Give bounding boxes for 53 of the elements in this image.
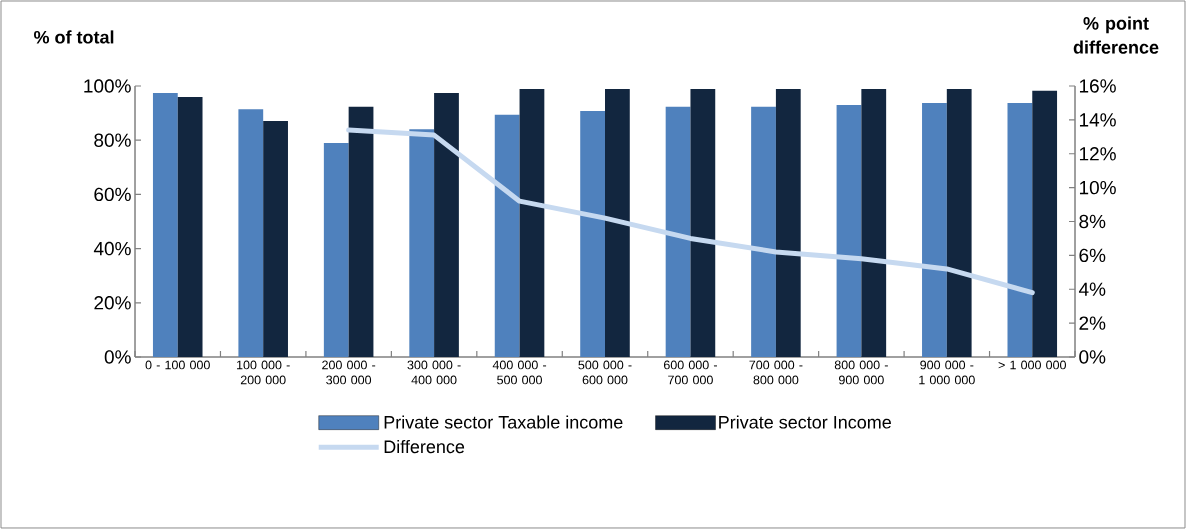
bar [152, 93, 178, 357]
legend-label: Private sector Taxable income [384, 415, 623, 429]
y2-tick-label: 0% [1079, 350, 1106, 364]
bar [751, 106, 776, 357]
bar [263, 120, 288, 357]
bar [861, 88, 887, 357]
y2-tick-label: 10% [1079, 180, 1116, 195]
bar [177, 97, 203, 357]
x-tick-label: 100 000 - 200 000 [237, 360, 290, 385]
y2-tick-label: 8% [1079, 214, 1106, 229]
y-tick-label: 0% [104, 350, 131, 364]
legend-label: Private sector Income [719, 415, 891, 429]
x-tick-label: 600 000 - 700 000 [663, 360, 717, 385]
bar [434, 93, 459, 357]
y-axis-title: % of total [34, 30, 114, 44]
bar [946, 88, 972, 357]
x-tick-label: 700 000 - 800 000 [749, 360, 803, 385]
y-tick-label: 100% [84, 79, 131, 93]
x-tick-label: 200 000 - 300 000 [322, 360, 376, 385]
x-tick-label: 400 000 - 500 000 [492, 360, 547, 385]
bar [665, 106, 691, 357]
bar [348, 106, 374, 357]
legend-label: Difference [384, 439, 465, 454]
y2-axis-title: % point difference [1073, 16, 1159, 54]
x-tick-label: 500 000 - 600 000 [578, 360, 632, 385]
bar [922, 103, 947, 357]
bar [519, 88, 545, 357]
y-tick-label: 80% [94, 133, 131, 147]
x-tick-label: 300 000 - 400 000 [407, 360, 461, 385]
y-tick-label: 60% [94, 187, 131, 202]
bar [690, 88, 716, 357]
y2-tick-label: 12% [1079, 147, 1116, 161]
bar [323, 142, 349, 357]
y2-tick-label: 4% [1078, 282, 1106, 296]
y2-tick-label: 16% [1079, 79, 1116, 93]
bar [1007, 103, 1033, 357]
x-tick-label: > 1 000 000 [998, 360, 1066, 370]
bar [1032, 90, 1058, 357]
x-tick-label: 900 000 - 1 000 000 [919, 360, 975, 385]
bar [409, 129, 435, 357]
bar [238, 109, 264, 357]
y-tick-label: 20% [94, 296, 131, 310]
bar [836, 104, 862, 357]
y2-tick-label: 2% [1079, 316, 1106, 330]
y2-tick-label: 6% [1079, 248, 1106, 263]
bar [605, 88, 630, 357]
x-tick-label: 800 000 - 900 000 [834, 360, 888, 385]
y-tick-label: 40% [93, 241, 131, 256]
x-tick-label: 0 - 100 000 [145, 360, 210, 370]
y2-tick-label: 14% [1079, 113, 1116, 127]
bar [580, 110, 606, 357]
bar [775, 88, 801, 357]
bar [494, 114, 520, 357]
